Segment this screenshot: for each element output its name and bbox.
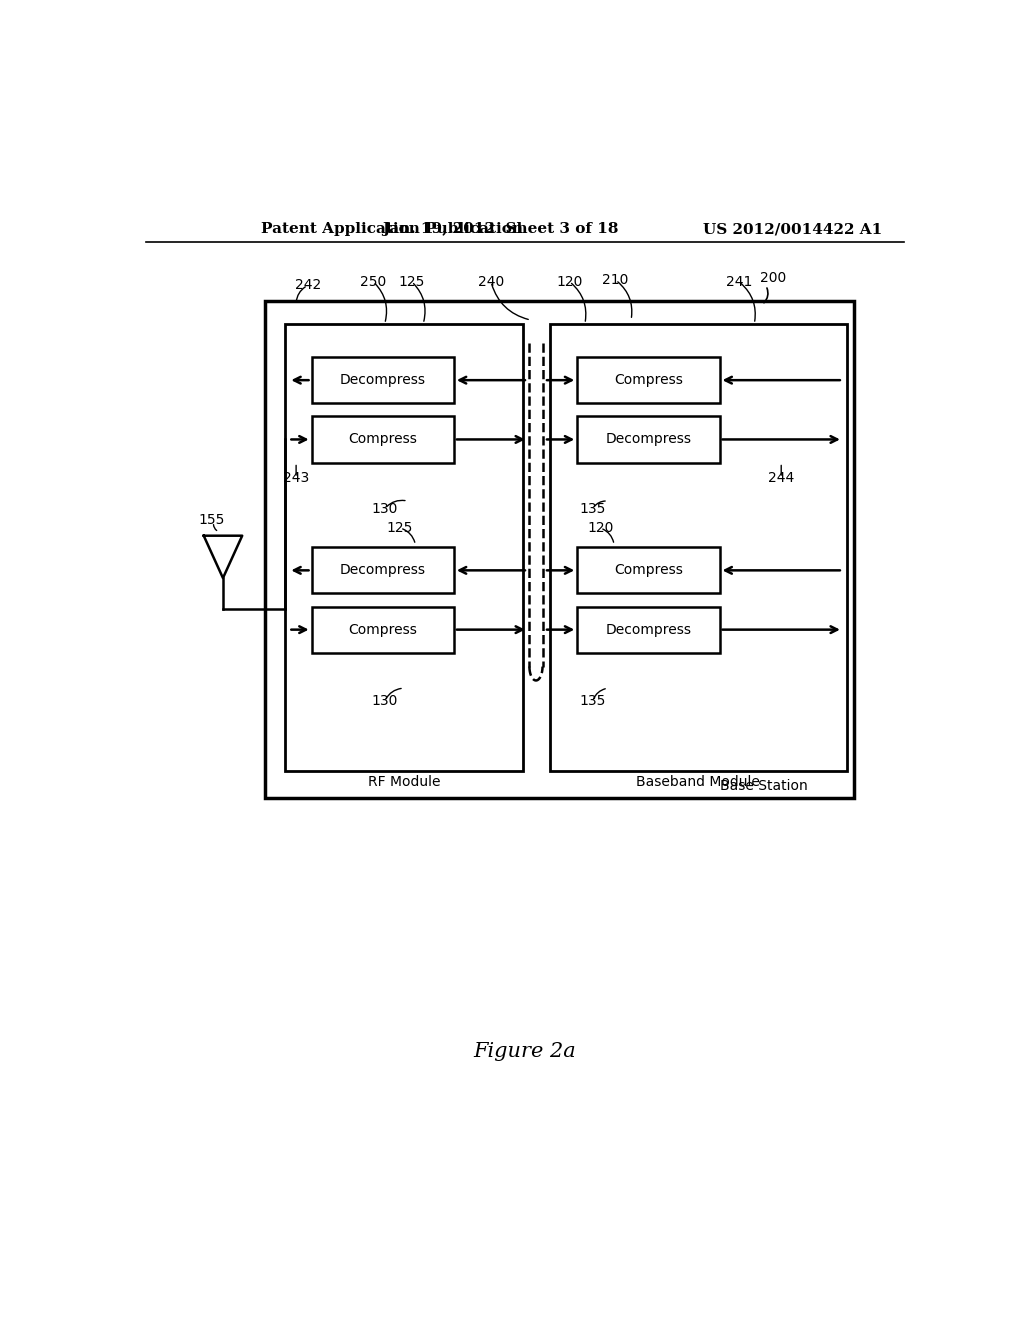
Text: 125: 125 bbox=[387, 521, 414, 535]
Text: 135: 135 bbox=[580, 694, 606, 709]
Text: 155: 155 bbox=[199, 513, 224, 527]
Text: Baseband Module: Baseband Module bbox=[636, 775, 760, 789]
Bar bbox=[311, 416, 454, 462]
Text: RF Module: RF Module bbox=[368, 775, 440, 789]
Text: 135: 135 bbox=[580, 502, 606, 516]
Text: 240: 240 bbox=[478, 275, 504, 289]
Bar bbox=[311, 607, 454, 653]
Text: 200: 200 bbox=[761, 271, 786, 285]
Text: Patent Application Publication: Patent Application Publication bbox=[261, 222, 523, 236]
Bar bbox=[285, 323, 523, 771]
Text: Jan. 19, 2012  Sheet 3 of 18: Jan. 19, 2012 Sheet 3 of 18 bbox=[382, 222, 618, 236]
Text: 120: 120 bbox=[587, 521, 613, 535]
Bar bbox=[578, 548, 720, 594]
Bar bbox=[578, 607, 720, 653]
Bar bbox=[550, 323, 847, 771]
Text: Compress: Compress bbox=[614, 374, 683, 387]
Bar bbox=[311, 358, 454, 404]
Text: Decompress: Decompress bbox=[340, 564, 426, 577]
Text: 250: 250 bbox=[360, 275, 386, 289]
Bar bbox=[578, 416, 720, 462]
Text: Decompress: Decompress bbox=[340, 374, 426, 387]
Text: Base Station: Base Station bbox=[721, 779, 808, 793]
Text: 243: 243 bbox=[283, 471, 309, 484]
Text: 120: 120 bbox=[556, 275, 583, 289]
Text: US 2012/0014422 A1: US 2012/0014422 A1 bbox=[703, 222, 883, 236]
Text: 210: 210 bbox=[602, 273, 629, 286]
Text: Decompress: Decompress bbox=[605, 433, 691, 446]
Text: Decompress: Decompress bbox=[605, 623, 691, 636]
Text: 241: 241 bbox=[726, 275, 752, 289]
Bar bbox=[265, 301, 854, 797]
Bar bbox=[311, 548, 454, 594]
Text: 130: 130 bbox=[372, 502, 398, 516]
Bar bbox=[578, 358, 720, 404]
Text: 244: 244 bbox=[768, 471, 795, 484]
Text: 242: 242 bbox=[295, 279, 321, 293]
Text: Figure 2a: Figure 2a bbox=[473, 1041, 577, 1061]
Text: Compress: Compress bbox=[614, 564, 683, 577]
Text: 130: 130 bbox=[372, 694, 398, 709]
Text: Compress: Compress bbox=[348, 623, 417, 636]
Text: 125: 125 bbox=[398, 275, 425, 289]
Text: Compress: Compress bbox=[348, 433, 417, 446]
